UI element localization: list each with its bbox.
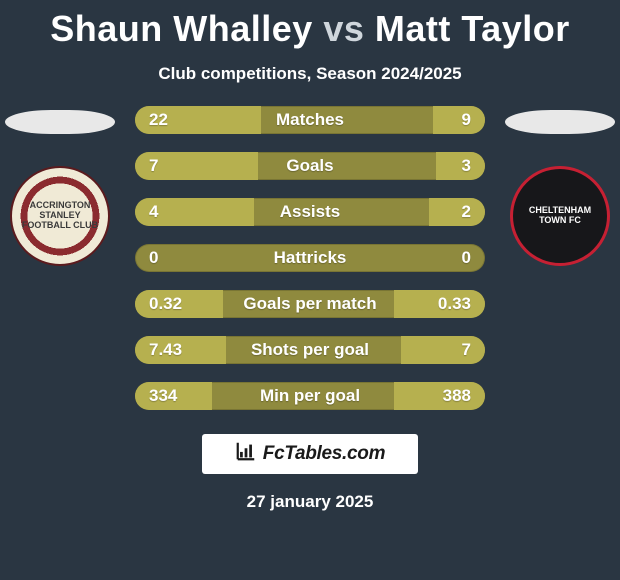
stat-row: 4 2 Assists [135,198,485,226]
stat-rows: 22 9 Matches 7 3 Goals 4 2 Assists 0 0 Hattricks 0.3… [135,106,485,410]
stat-label: Min per goal [260,386,360,406]
stat-label: Matches [276,110,344,130]
stat-bar-right [401,336,485,364]
right-player-column: CHELTENHAM TOWN FC [500,106,620,266]
stat-value-right: 9 [462,106,471,134]
stat-value-left: 0 [149,244,158,272]
player1-club-label: ACCRINGTON STANLEY FOOTBALL CLUB [20,201,100,231]
date-text: 27 january 2025 [0,492,620,512]
stat-value-right: 3 [462,152,471,180]
player2-club-crest: CHELTENHAM TOWN FC [510,166,610,266]
stat-value-left: 7 [149,152,158,180]
stat-bar-right [433,106,486,134]
stat-value-left: 334 [149,382,177,410]
comparison-title: Shaun Whalley vs Matt Taylor [0,0,620,50]
stat-row: 7.43 7 Shots per goal [135,336,485,364]
player1-name: Shaun Whalley [50,8,313,49]
stat-label: Hattricks [274,248,347,268]
subtitle: Club competitions, Season 2024/2025 [0,64,620,84]
stat-label: Goals [286,156,333,176]
stat-label: Shots per goal [251,340,369,360]
stat-value-left: 4 [149,198,158,226]
stat-label: Goals per match [243,294,376,314]
stat-value-right: 2 [462,198,471,226]
stat-row: 7 3 Goals [135,152,485,180]
stat-value-right: 7 [462,336,471,364]
stat-bar-right [436,152,485,180]
player1-silhouette [5,110,115,134]
stat-label: Assists [280,202,340,222]
branding-text: FcTables.com [263,443,385,465]
stat-value-right: 388 [443,382,471,410]
player2-silhouette [505,110,615,134]
player2-club-label: CHELTENHAM TOWN FC [521,206,599,226]
left-player-column: ACCRINGTON STANLEY FOOTBALL CLUB [0,106,120,266]
stat-value-right: 0 [462,244,471,272]
stat-value-right: 0.33 [438,290,471,318]
player1-club-crest: ACCRINGTON STANLEY FOOTBALL CLUB [10,166,110,266]
stat-row: 334 388 Min per goal [135,382,485,410]
stat-value-left: 0.32 [149,290,182,318]
player2-name: Matt Taylor [375,8,570,49]
vs-text: vs [323,8,364,49]
branding-badge: FcTables.com [202,434,418,474]
stat-bar-right [394,382,485,410]
stat-value-left: 22 [149,106,168,134]
content-area: ACCRINGTON STANLEY FOOTBALL CLUB CHELTEN… [0,106,620,410]
stat-value-left: 7.43 [149,336,182,364]
stat-bar-right [429,198,485,226]
stat-row: 22 9 Matches [135,106,485,134]
chart-icon [235,440,257,468]
stat-row: 0 0 Hattricks [135,244,485,272]
stat-row: 0.32 0.33 Goals per match [135,290,485,318]
